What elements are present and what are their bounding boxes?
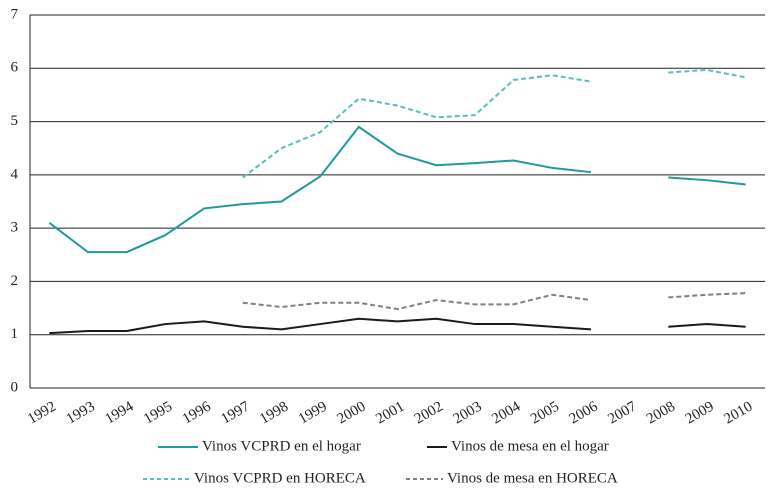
y-tick-label: 2 <box>11 273 19 289</box>
x-tick-label: 2001 <box>373 399 407 428</box>
x-tick-label: 1996 <box>180 398 214 427</box>
series-line <box>242 68 746 179</box>
x-tick-label: 2000 <box>335 399 369 428</box>
x-tick-label: 1993 <box>64 399 98 428</box>
x-tick-label: 2006 <box>567 398 601 427</box>
x-tick-label: 1995 <box>141 399 175 428</box>
x-tick-label: 1994 <box>102 398 136 427</box>
x-tick-label: 1997 <box>219 398 253 427</box>
x-tick-label: 1999 <box>296 399 330 428</box>
series-line <box>48 125 746 254</box>
y-tick-label: 5 <box>11 113 19 129</box>
x-tick-label: 2002 <box>412 399 446 428</box>
y-tick-label: 0 <box>11 379 19 395</box>
x-tick-label: 2004 <box>489 398 523 427</box>
series-line <box>49 317 746 335</box>
x-tick-label: 1992 <box>25 399 59 428</box>
x-tick-label: 2007 <box>605 398 639 427</box>
y-tick-label: 7 <box>11 6 19 22</box>
x-tick-label: 2008 <box>644 399 678 428</box>
legend-label: Vinos de mesa en HORECA <box>447 470 618 486</box>
y-tick-label: 1 <box>11 326 19 342</box>
y-tick-label: 6 <box>11 60 19 76</box>
legend-label: Vinos de mesa en el hogar <box>451 438 609 454</box>
legend-label: Vinos VCPRD en HORECA <box>194 470 366 486</box>
x-tick-label: 1998 <box>257 399 291 428</box>
x-tick-label: 2005 <box>528 399 562 428</box>
legend-label: Vinos VCPRD en el hogar <box>202 438 361 454</box>
series-line <box>242 292 746 311</box>
y-tick-label: 4 <box>11 166 19 182</box>
x-tick-label: 2009 <box>683 399 717 428</box>
x-tick-label: 2010 <box>721 399 755 428</box>
y-tick-label: 3 <box>11 220 19 236</box>
x-tick-label: 2003 <box>451 399 485 428</box>
